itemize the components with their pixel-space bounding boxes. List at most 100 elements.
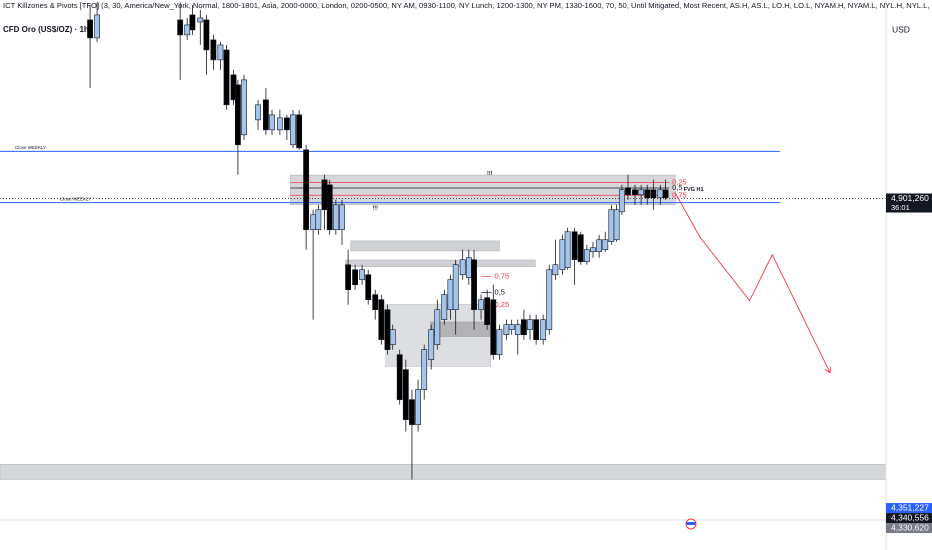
candle-body xyxy=(94,14,100,39)
candle-body xyxy=(521,319,527,335)
candle-body xyxy=(345,264,352,291)
candle-body xyxy=(372,294,379,310)
candle-body xyxy=(339,204,345,231)
candle-body xyxy=(428,329,435,360)
fib-label: 0,75 xyxy=(495,271,510,280)
candle-body xyxy=(644,189,651,199)
fib-label: 0,5 xyxy=(672,183,682,192)
candle-body xyxy=(184,24,191,36)
candle-body xyxy=(490,299,497,355)
candle-body xyxy=(421,349,428,390)
candle-body xyxy=(262,99,269,131)
zone xyxy=(345,259,536,268)
candle-body xyxy=(290,114,296,146)
candle-body xyxy=(203,19,210,51)
price-tag xyxy=(886,193,932,204)
candle-body xyxy=(197,17,204,23)
fib-label: 0,75 xyxy=(672,190,687,199)
candle-body xyxy=(465,257,472,279)
candle-body xyxy=(315,209,322,231)
candle-body xyxy=(590,247,596,253)
candle-body xyxy=(577,234,584,262)
candle-body xyxy=(234,84,241,146)
candle-body xyxy=(533,319,540,340)
candle-body xyxy=(596,239,603,253)
candle-body xyxy=(484,297,491,325)
candle-body xyxy=(269,114,275,131)
candle-body xyxy=(441,294,448,320)
candle-body xyxy=(514,324,521,335)
candle-body xyxy=(415,389,421,425)
candle-body xyxy=(662,189,669,199)
candle-body xyxy=(571,231,578,261)
annotation: !!! xyxy=(487,171,493,177)
zone xyxy=(290,174,676,206)
zone xyxy=(0,464,886,480)
candle-body xyxy=(471,259,477,310)
candle-body xyxy=(625,187,631,196)
candle-body xyxy=(310,214,317,231)
candle-body xyxy=(352,269,358,286)
price-tag-label: 4,340,556 xyxy=(891,512,929,522)
candle-body xyxy=(447,279,454,310)
fib-label: 0,25 xyxy=(672,177,687,186)
currency: USD xyxy=(892,24,910,34)
candle-body xyxy=(321,179,328,211)
countdown-bg xyxy=(886,203,932,213)
countdown: 36:01 xyxy=(891,203,910,212)
candle-body xyxy=(359,269,365,280)
candle-body xyxy=(478,299,484,310)
candle-body xyxy=(503,324,510,335)
price-tag xyxy=(886,513,932,524)
candle-body xyxy=(210,39,217,61)
candle-body xyxy=(608,209,615,243)
event-flag-stripe xyxy=(686,522,696,525)
price-tag-label: 4,330,620 xyxy=(891,522,929,532)
candle-body xyxy=(396,354,403,400)
candle-body xyxy=(283,117,290,131)
candle-body xyxy=(496,329,503,355)
candle-body xyxy=(189,14,196,31)
candle-body xyxy=(564,231,571,269)
symbol-title: CFD Oro (US$/OZ) · 1h · xyxy=(3,25,94,34)
candle-body xyxy=(613,209,620,241)
price-tag-label: 4,351,227 xyxy=(891,502,929,512)
projection-arrowhead xyxy=(824,366,831,374)
level-label: Close WEEKLY xyxy=(15,145,46,150)
candle-body xyxy=(650,189,657,199)
candle-body xyxy=(326,184,333,231)
candle-body xyxy=(217,44,224,61)
candle-body xyxy=(223,49,230,106)
candle-body xyxy=(527,319,533,330)
zone xyxy=(350,240,500,252)
candle-body xyxy=(255,104,261,121)
price-tag-label: 4,901,260 xyxy=(891,193,929,203)
candle-body xyxy=(508,324,515,330)
candle-body xyxy=(384,309,391,350)
annotation: FVG H1 xyxy=(684,187,704,193)
candle-body xyxy=(657,189,664,199)
candle-body xyxy=(177,19,184,36)
candle-body xyxy=(632,189,638,196)
candle-body xyxy=(241,79,247,136)
candle-body xyxy=(365,274,372,300)
candle-body xyxy=(559,239,566,271)
price-tag xyxy=(886,523,932,534)
candle-body xyxy=(602,239,609,251)
fib-label: 0,5 xyxy=(495,288,505,297)
candle-body xyxy=(378,299,385,340)
candle-body xyxy=(459,259,466,276)
price-tag xyxy=(886,503,932,514)
candle-body xyxy=(618,189,625,213)
candle-body xyxy=(87,19,93,39)
zone xyxy=(430,321,491,337)
candle-body xyxy=(583,249,590,262)
projection-path xyxy=(674,192,831,373)
candle-body xyxy=(409,399,415,425)
candle-body xyxy=(276,117,283,131)
indicator-header: ICT Killzones & Pivots [TFO] (3, 30, Ame… xyxy=(3,1,932,10)
fib-label: 0,25 xyxy=(495,300,510,309)
